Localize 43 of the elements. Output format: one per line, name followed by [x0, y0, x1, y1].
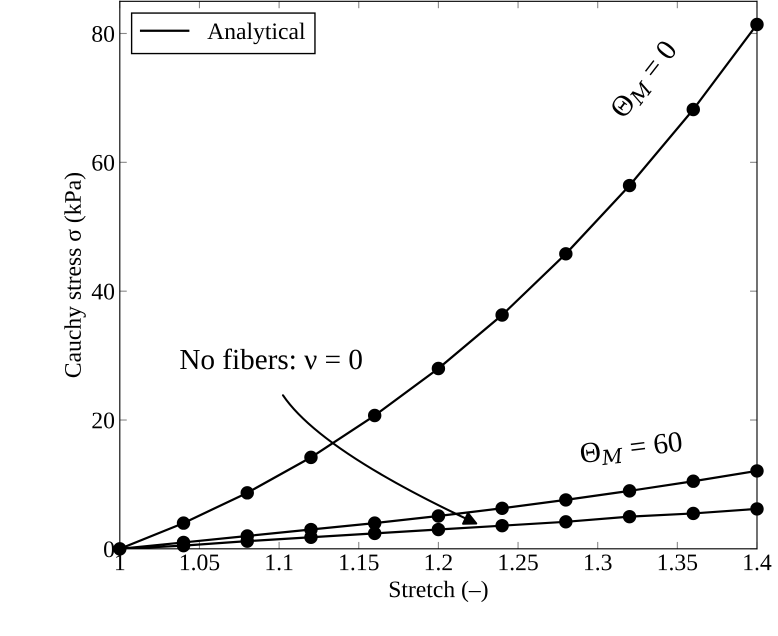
point	[622, 484, 636, 498]
x-axis-title: Stretch (–)	[390, 580, 488, 602]
y-axis-title: Cauchy stress σ (kPa)	[64, 173, 86, 378]
x-tick-label: 1.25	[499, 554, 538, 570]
point	[622, 510, 636, 524]
point	[686, 474, 700, 488]
y-tick-label: 0	[104, 541, 114, 558]
point	[176, 516, 190, 530]
x-tick-label: 1.15	[340, 554, 378, 570]
annotation: Θ$_{M}$ = 60	[580, 431, 683, 468]
point	[622, 178, 636, 192]
point	[368, 408, 382, 422]
x-tick-label: 1.05	[180, 554, 220, 570]
point	[432, 522, 446, 536]
point	[559, 247, 573, 261]
point	[495, 502, 509, 515]
point	[750, 18, 764, 32]
y-tick-label: 60	[92, 154, 114, 171]
point	[495, 308, 509, 322]
point	[495, 518, 509, 532]
point	[432, 509, 446, 523]
point	[432, 362, 446, 376]
point	[559, 515, 573, 529]
point	[686, 102, 700, 116]
annotation: Θ$_{M}$ = 0	[609, 38, 682, 122]
point	[750, 464, 764, 478]
legend-label: Analytical	[207, 22, 306, 44]
x-tick-label: 1.1	[266, 554, 292, 570]
x-tick-label: 1.2	[426, 554, 452, 570]
point	[559, 493, 573, 507]
x-tick-label: 1.35	[658, 554, 698, 570]
point	[304, 450, 318, 464]
x-tick-label: 1.3	[585, 554, 612, 570]
x-tick-label: 1	[116, 554, 124, 570]
point	[240, 486, 254, 500]
x-tick-label: 1.4	[744, 554, 772, 570]
y-tick-label: 40	[92, 284, 114, 300]
y-tick-label: 80	[92, 26, 114, 42]
point	[750, 502, 764, 516]
point	[686, 506, 700, 520]
point	[368, 526, 382, 540]
annotation: No fibers: ν = 0	[180, 348, 362, 370]
y-tick-label: 20	[92, 412, 114, 428]
